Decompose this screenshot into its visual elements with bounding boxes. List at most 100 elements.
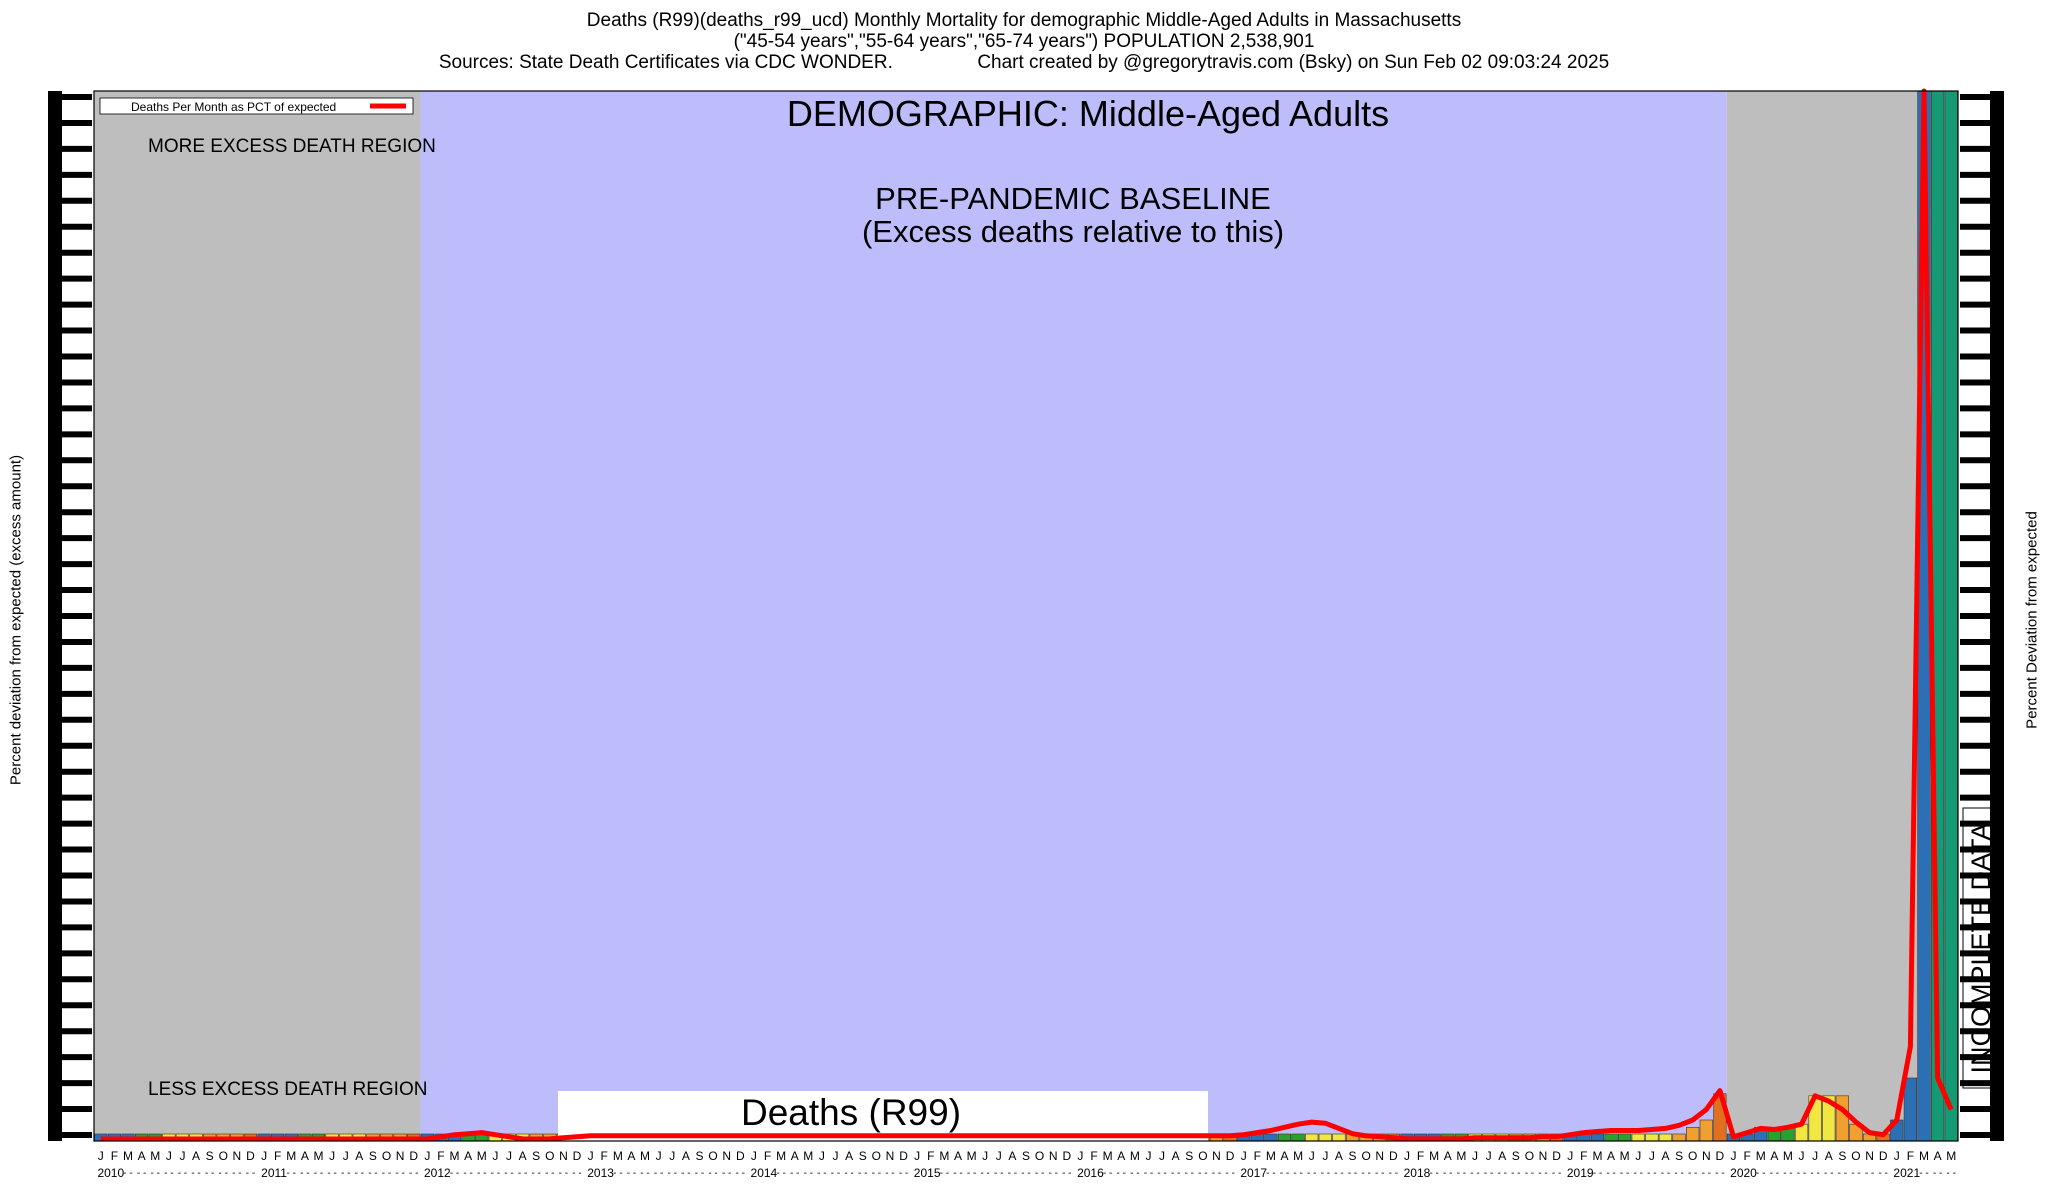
x-dash: - - [572, 1168, 581, 1179]
x-dash: - - [477, 1168, 486, 1179]
bar [1618, 1133, 1632, 1142]
x-dash: - - [246, 1168, 255, 1179]
x-dash: - - [627, 1168, 636, 1179]
x-tick-label: M [803, 1149, 813, 1163]
x-dash: - - [1008, 1168, 1017, 1179]
x-tick-label: A [519, 1149, 527, 1163]
legend-label: Deaths Per Month as PCT of expected [131, 100, 336, 114]
x-tick-label: F [111, 1149, 118, 1163]
x-tick-label: F [437, 1149, 444, 1163]
x-dash: - - [1702, 1168, 1711, 1179]
x-dash: - - [491, 1168, 500, 1179]
x-dash: - - [1021, 1168, 1030, 1179]
x-dash: - - [1443, 1168, 1452, 1179]
x-tick-label: M [967, 1149, 977, 1163]
legend-box [99, 97, 414, 115]
x-dash: - - [164, 1168, 173, 1179]
x-dash: - - [695, 1168, 704, 1179]
x-dash: - - [1878, 1168, 1887, 1179]
x-dash: - - [1770, 1168, 1779, 1179]
x-dash: - - [232, 1168, 241, 1179]
x-dash: - - [178, 1168, 187, 1179]
x-tick-label: S [369, 1149, 377, 1163]
x-tick-label: N [1539, 1149, 1548, 1163]
bar [1903, 1077, 1917, 1142]
x-dash: - - [1933, 1168, 1942, 1179]
x-dash: - - [776, 1168, 785, 1179]
x-dash: - - [1497, 1168, 1506, 1179]
x-tick-label: J [1649, 1149, 1655, 1163]
x-tick-label: M [1919, 1149, 1929, 1163]
bar [1645, 1133, 1659, 1142]
x-tick-label: M [450, 1149, 460, 1163]
x-dash: - - [817, 1168, 826, 1179]
x-tick-label: D [1389, 1149, 1398, 1163]
x-dash: - - [1062, 1168, 1071, 1179]
x-tick-label: J [656, 1149, 662, 1163]
x-dash: - - [668, 1168, 677, 1179]
x-tick-label: O [1198, 1149, 1207, 1163]
x-tick-label: F [1907, 1149, 1914, 1163]
x-tick-label: M [1783, 1149, 1793, 1163]
x-tick-label: A [192, 1149, 200, 1163]
x-year-label: 2010 [97, 1166, 124, 1180]
x-tick-label: A [1607, 1149, 1615, 1163]
x-dash: - - [1280, 1168, 1289, 1179]
x-tick-label: N [233, 1149, 242, 1163]
x-dash: - - [1130, 1168, 1139, 1179]
x-dash: - - [994, 1168, 1003, 1179]
x-dash: - - [1538, 1168, 1547, 1179]
x-dash: - - [831, 1168, 840, 1179]
x-dash: - - [940, 1168, 949, 1179]
x-dash: - - [1661, 1168, 1670, 1179]
x-tick-label: D [1062, 1149, 1071, 1163]
x-tick-label: M [1266, 1149, 1276, 1163]
x-tick-label: N [722, 1149, 731, 1163]
y-axis-band-left [48, 91, 62, 1141]
x-dash: - - [858, 1168, 867, 1179]
x-dash: - - [1212, 1168, 1221, 1179]
x-dash: - - [654, 1168, 663, 1179]
more-excess-label: MORE EXCESS DEATH REGION [148, 136, 436, 157]
x-dash: - - [613, 1168, 622, 1179]
x-year-label: 2016 [1077, 1166, 1104, 1180]
x-dash: - - [1117, 1168, 1126, 1179]
bar [1305, 1133, 1319, 1142]
x-tick-label: F [1743, 1149, 1750, 1163]
bar [1291, 1133, 1305, 1142]
x-dash: - - [1715, 1168, 1724, 1179]
x-tick-label: J [669, 1149, 675, 1163]
x-dash: - - [1348, 1168, 1357, 1179]
chart-header: Deaths (R99)(deaths_r99_ucd) Monthly Mor… [0, 10, 2048, 73]
x-dash: - - [1389, 1168, 1398, 1179]
x-tick-label: S [1349, 1149, 1357, 1163]
x-tick-label: O [1035, 1149, 1044, 1163]
x-dash: - - [1429, 1168, 1438, 1179]
plot-frame [93, 90, 1959, 1142]
x-tick-label: A [1172, 1149, 1180, 1163]
x-tick-label: N [1049, 1149, 1058, 1163]
x-tick-label: M [776, 1149, 786, 1163]
x-tick-label: J [996, 1149, 1002, 1163]
x-tick-label: J [166, 1149, 172, 1163]
x-tick-label: N [1212, 1149, 1221, 1163]
x-dash: - - [953, 1168, 962, 1179]
x-year-label: 2017 [1240, 1166, 1267, 1180]
header-line-2: ("45-54 years","55-64 years","65-74 year… [733, 31, 1315, 52]
x-tick-label: M [613, 1149, 623, 1163]
x-dash: - - [708, 1168, 717, 1179]
x-dash: - - [123, 1168, 132, 1179]
x-dash: - - [463, 1168, 472, 1179]
x-tick-label: M [1429, 1149, 1439, 1163]
x-tick-label: J [982, 1149, 988, 1163]
x-dash: - - [1225, 1168, 1234, 1179]
region-baseline [420, 91, 1727, 1141]
x-dash: - - [150, 1168, 159, 1179]
x-dash: - - [327, 1168, 336, 1179]
x-year-label: 2019 [1567, 1166, 1594, 1180]
bar [1277, 1133, 1292, 1142]
x-tick-label: A [1661, 1149, 1669, 1163]
x-tick-label: S [1512, 1149, 1520, 1163]
x-year-label: 2012 [424, 1166, 451, 1180]
